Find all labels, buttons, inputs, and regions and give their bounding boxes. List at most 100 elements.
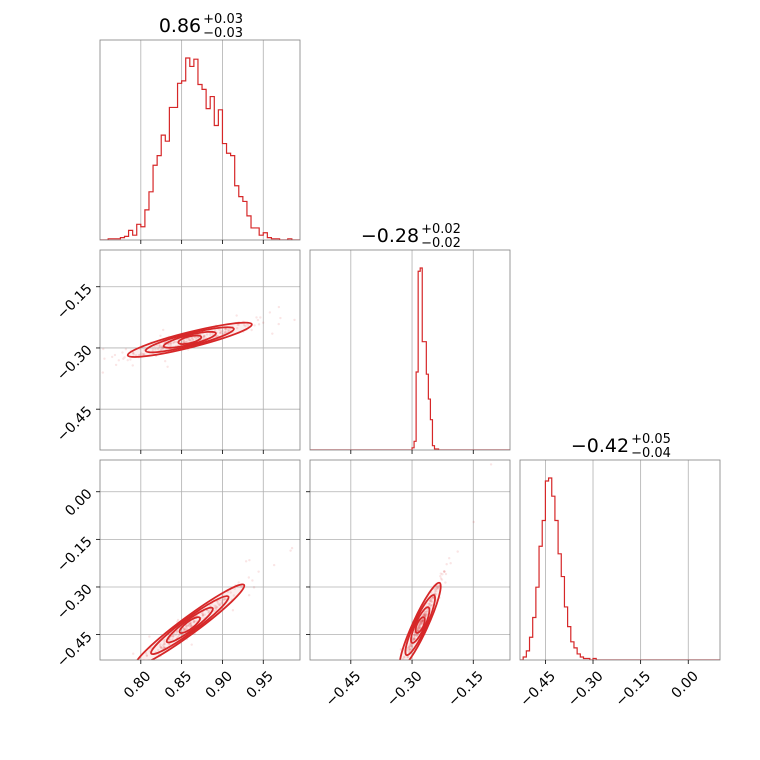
scatter-point	[192, 620, 195, 624]
scatter-point	[421, 621, 424, 624]
scatter-point	[98, 692, 100, 694]
density-contour	[134, 583, 246, 660]
panel-frame	[519, 459, 721, 661]
density-contour	[150, 595, 230, 656]
scatter-point	[392, 679, 394, 681]
scatter-point	[224, 330, 227, 334]
density-contour	[398, 581, 442, 660]
scatter-point	[184, 624, 188, 628]
param-title-plus: +0.02	[421, 222, 461, 237]
scatter-point	[162, 328, 165, 332]
scatter-point	[169, 344, 172, 347]
scatter-point	[416, 627, 419, 630]
scatter-point	[236, 327, 239, 330]
scatter-point	[424, 611, 427, 614]
scatter-point	[166, 365, 169, 368]
scatter-point	[137, 353, 141, 357]
scatter-point	[132, 353, 136, 356]
scatter-point	[134, 354, 138, 357]
scatter-point	[431, 597, 434, 600]
scatter-point	[434, 592, 438, 596]
scatter-point	[151, 348, 155, 351]
param-title-minus: −0.02	[421, 236, 461, 251]
panel-frame	[309, 249, 511, 451]
panel-content	[520, 477, 720, 660]
scatter-point	[168, 642, 171, 646]
scatter-point	[186, 624, 190, 627]
scatter-point	[124, 704, 126, 706]
scatter-point	[417, 626, 420, 629]
scatter-point	[444, 572, 448, 576]
panel-frame	[99, 459, 301, 661]
scatter-point	[223, 597, 226, 601]
scatter-point	[216, 600, 219, 603]
scatter-point	[419, 621, 422, 625]
scatter-point	[397, 674, 399, 676]
scatter-point	[419, 621, 423, 625]
scatter-point	[443, 570, 446, 573]
scatter-point	[187, 624, 191, 627]
scatter-point	[223, 331, 227, 335]
scatter-point	[224, 598, 228, 601]
scatter-point	[190, 336, 193, 340]
panel-2-0	[96, 459, 301, 706]
y-tick-label: −0.45	[54, 404, 96, 446]
scatter-point	[174, 633, 177, 637]
scatter-point	[201, 614, 205, 617]
scatter-point	[433, 590, 437, 593]
param-title-1: −0.28	[361, 225, 419, 247]
scatter-point	[417, 624, 421, 628]
scatter-point	[145, 654, 149, 658]
scatter-point	[169, 342, 172, 345]
scatter-point	[257, 570, 260, 573]
scatter-point	[187, 338, 191, 341]
scatter-point	[251, 579, 254, 582]
scatter-point	[158, 345, 161, 349]
density-contour	[414, 616, 426, 634]
scatter-point	[421, 619, 425, 623]
scatter-point	[417, 624, 420, 627]
scatter-point	[432, 595, 435, 599]
scatter-point	[423, 613, 427, 616]
scatter-point	[229, 591, 232, 594]
scatter-point	[124, 681, 126, 683]
scatter-point	[217, 603, 221, 607]
scatter-point	[456, 550, 459, 553]
scatter-point	[444, 581, 447, 584]
panel-0-0	[99, 39, 301, 244]
histogram-1	[310, 267, 510, 450]
density-contour	[410, 606, 431, 644]
scatter-point	[272, 563, 276, 567]
scatter-point	[406, 646, 409, 650]
scatter-point	[214, 608, 218, 611]
scatter-point	[423, 614, 426, 617]
scatter-point	[193, 336, 196, 339]
scatter-point	[399, 648, 403, 651]
scatter-point	[400, 671, 402, 673]
scatter-point	[428, 602, 431, 605]
scatter-point	[203, 613, 206, 616]
scatter-point	[406, 655, 409, 659]
scatter-point	[190, 643, 193, 646]
scatter-point	[159, 348, 163, 352]
scatter-point	[425, 612, 428, 616]
scatter-point	[403, 656, 406, 659]
scatter-point	[232, 594, 236, 597]
scatter-point	[277, 305, 281, 309]
scatter-point	[167, 343, 170, 346]
scatter-point	[131, 351, 135, 354]
scatter-point	[131, 364, 134, 367]
scatter-point	[171, 634, 175, 637]
scatter-point	[413, 637, 416, 640]
y-tick-label: −0.15	[54, 281, 96, 323]
scatter-point	[394, 683, 396, 685]
scatter-point	[367, 736, 369, 738]
scatter-point	[408, 647, 411, 651]
scatter-point	[489, 463, 493, 466]
scatter-point	[239, 585, 243, 588]
scatter-point	[182, 340, 186, 343]
scatter-point	[142, 353, 145, 356]
scatter-point	[180, 341, 183, 344]
x-tick-label: −0.30	[565, 668, 607, 710]
scatter-point	[413, 635, 416, 639]
